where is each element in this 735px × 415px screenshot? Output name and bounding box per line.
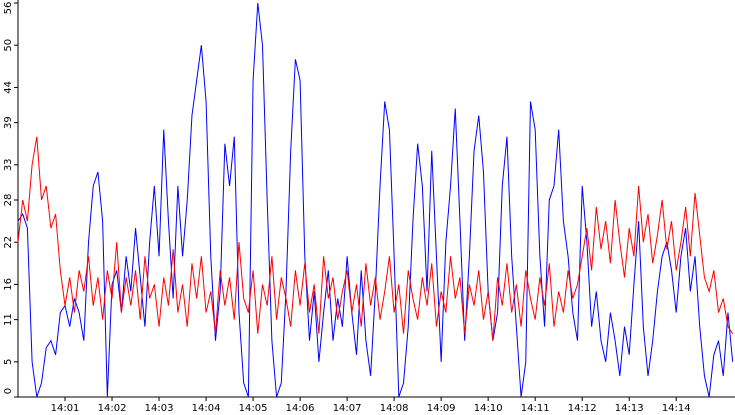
x-tick-label: 14:08 — [380, 403, 409, 414]
y-tick-label: 5 — [3, 359, 14, 365]
y-tick-label: 33 — [3, 158, 14, 171]
x-tick-label: 14:03 — [145, 403, 174, 414]
x-tick-label: 14:13 — [615, 403, 644, 414]
x-tick-label: 14:10 — [474, 403, 503, 414]
y-tick-label: 39 — [3, 116, 14, 129]
y-tick-label: 50 — [3, 39, 14, 52]
series-line — [17, 2, 734, 398]
x-tick-label: 14:11 — [521, 403, 550, 414]
series-line — [17, 136, 734, 341]
x-tick-label: 14:05 — [239, 403, 268, 414]
y-tick-label: 16 — [3, 278, 14, 291]
x-tick-label: 14:02 — [98, 403, 127, 414]
y-tick-label: 22 — [3, 236, 14, 249]
y-tick-label: 11 — [3, 313, 14, 326]
x-tick-label: 14:14 — [662, 403, 691, 414]
y-tick-label: 56 — [3, 2, 14, 15]
x-tick-label: 14:01 — [51, 403, 80, 414]
y-tick-label: 28 — [3, 194, 14, 207]
x-tick-label: 14:06 — [286, 403, 315, 414]
x-tick-label: 14:07 — [333, 403, 362, 414]
x-tick-label: 14:04 — [192, 403, 221, 414]
x-tick-label: 14:09 — [427, 403, 456, 414]
y-tick-label: 0 — [3, 388, 14, 394]
y-tick-label: 44 — [3, 81, 14, 94]
x-tick-label: 14:12 — [568, 403, 597, 414]
